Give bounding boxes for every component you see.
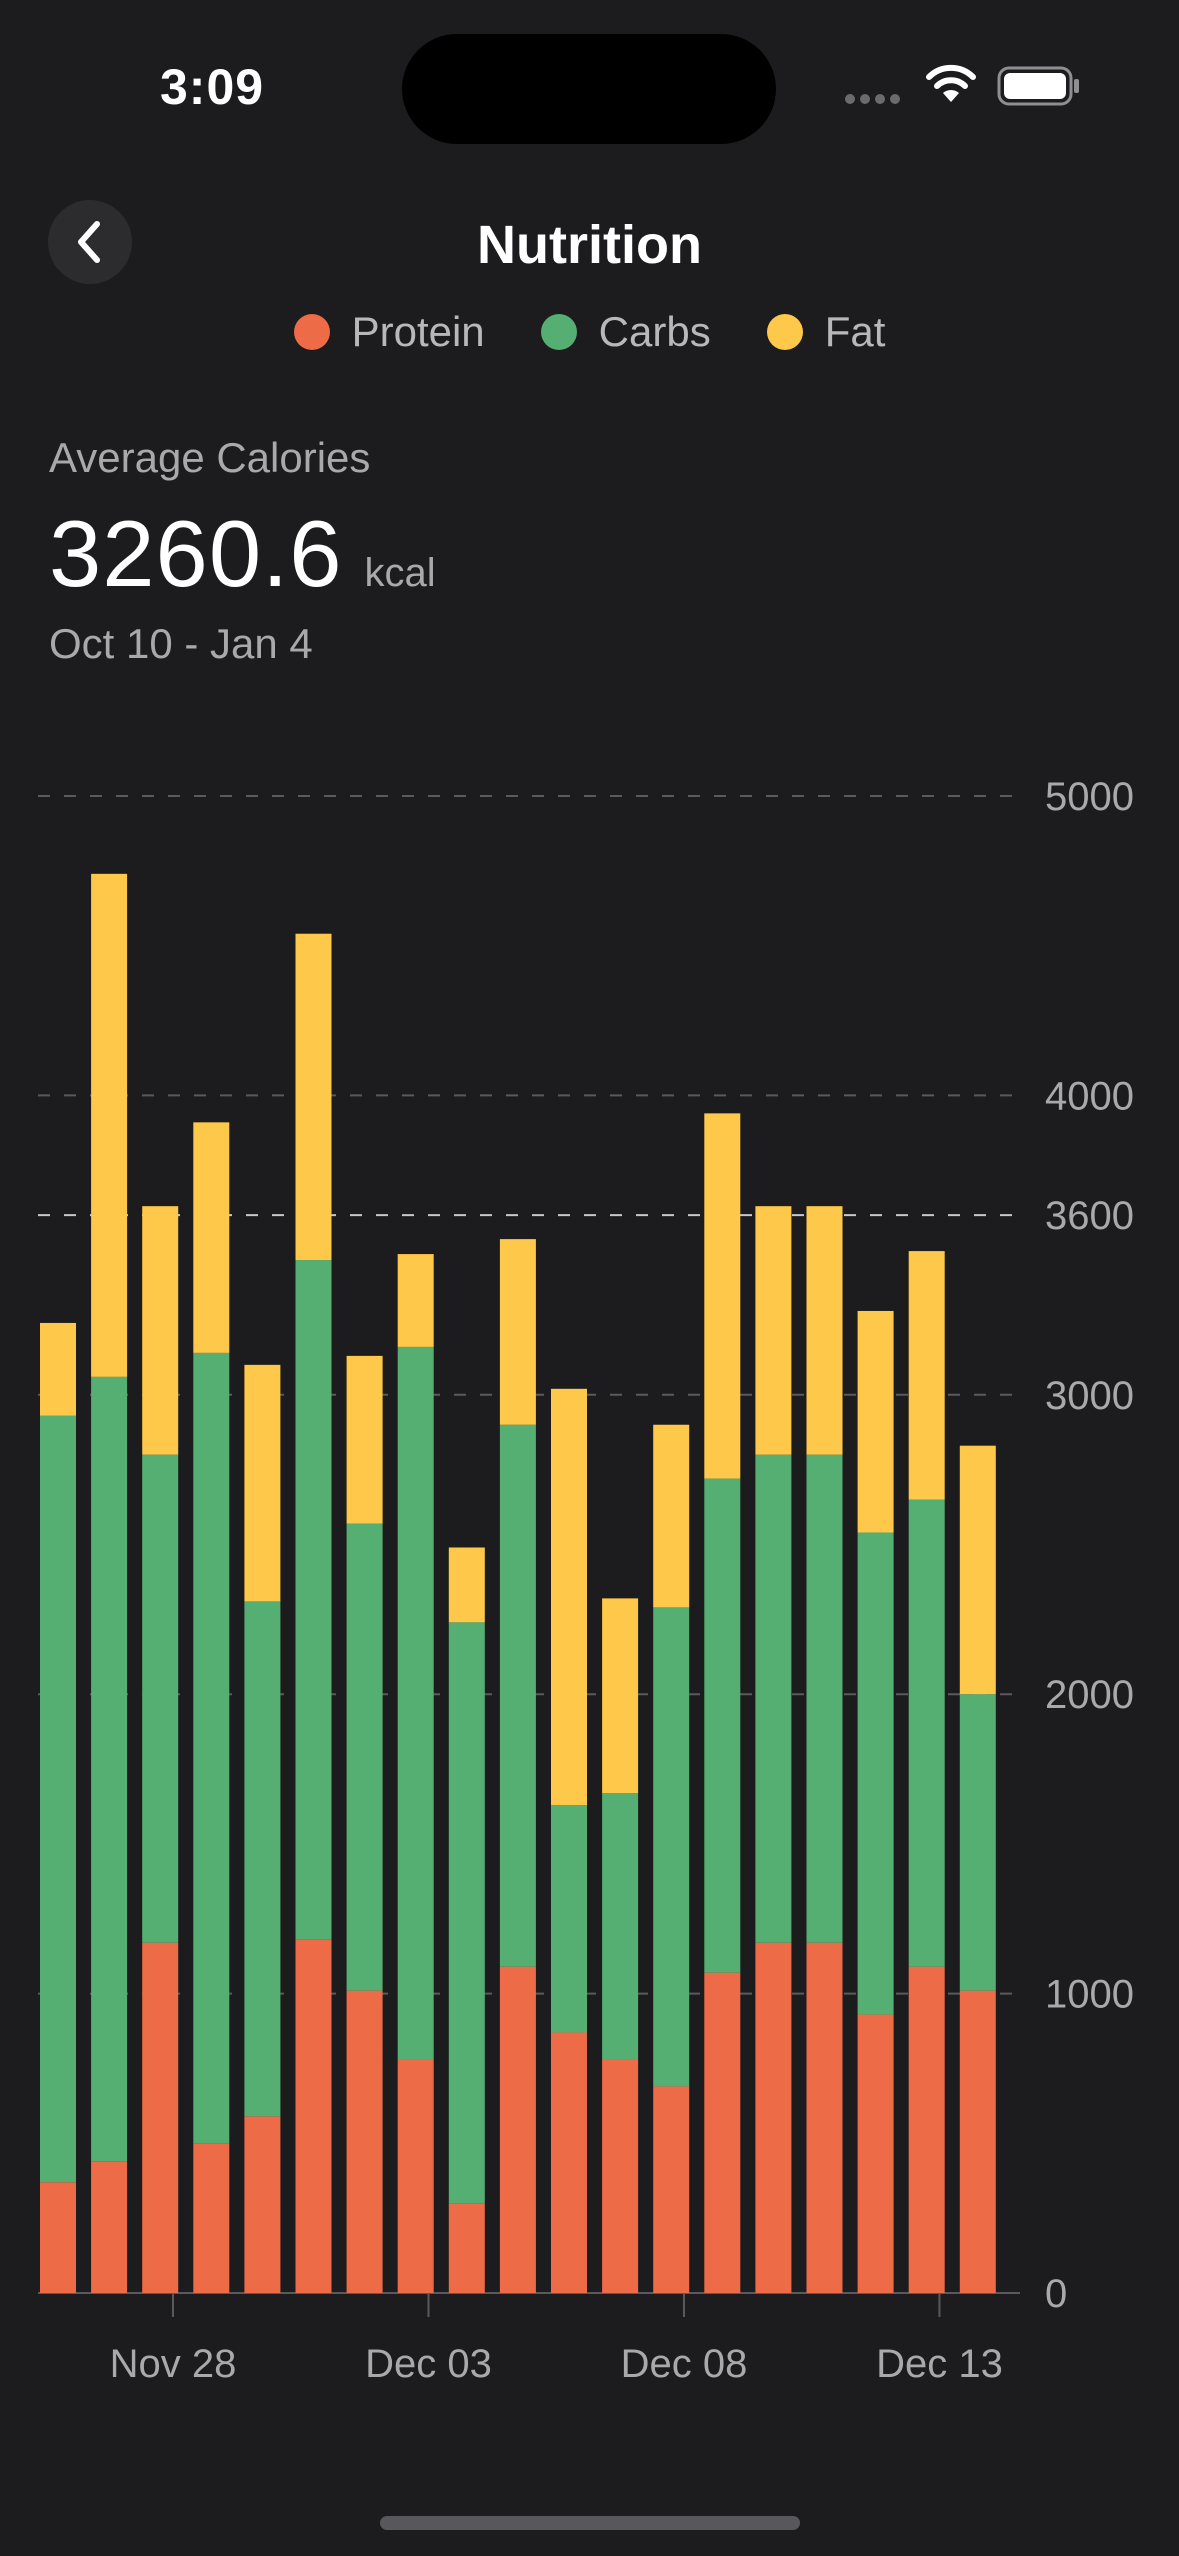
y-tick-label-0: 0 xyxy=(1045,2272,1067,2316)
calories-unit: kcal xyxy=(364,551,436,595)
bar-fat-11 xyxy=(602,1598,639,1794)
bar-fat-18 xyxy=(959,1445,996,1695)
x-tick-label-0: Nov 28 xyxy=(110,2342,237,2386)
bar-carbs-17 xyxy=(908,1499,945,1967)
x-tick-label-2: Dec 08 xyxy=(621,2342,748,2386)
legend-item-fat: Fat xyxy=(766,308,886,356)
bar-carbs-6 xyxy=(346,1523,383,1991)
bar-carbs-2 xyxy=(142,1454,179,1943)
y-tick-label-4000: 4000 xyxy=(1045,1074,1134,1118)
status-bar: 3:09 xyxy=(0,0,1179,170)
bar-fat-8 xyxy=(448,1547,485,1623)
bar-protein-15 xyxy=(806,1942,843,2293)
summary-label: Average Calories xyxy=(49,434,371,481)
bar-fat-1 xyxy=(91,873,128,1377)
back-button[interactable] xyxy=(48,200,132,284)
bar-protein-10 xyxy=(551,2032,587,2293)
bar-fat-7 xyxy=(397,1254,434,1347)
bar-protein-12 xyxy=(653,2086,690,2293)
bar-carbs-8 xyxy=(448,1622,485,2204)
bar-protein-9 xyxy=(499,1966,536,2293)
bar-protein-13 xyxy=(704,1972,741,2293)
y-tick-label-1000: 1000 xyxy=(1045,1973,1134,2017)
bar-carbs-12 xyxy=(653,1607,690,2087)
date-range: Oct 10 - Jan 4 xyxy=(49,620,313,667)
status-time: 3:09 xyxy=(160,59,265,115)
chart-legend: Protein Carbs Fat xyxy=(0,308,1179,356)
legend-dot-fat xyxy=(766,314,803,350)
bar-carbs-0 xyxy=(40,1415,76,2183)
bar-carbs-11 xyxy=(602,1793,639,2060)
bar-protein-1 xyxy=(91,2161,128,2293)
legend-dot-protein xyxy=(293,314,330,350)
bar-carbs-3 xyxy=(193,1352,230,2144)
y-tick-label-3000: 3000 xyxy=(1045,1374,1134,1418)
bar-carbs-15 xyxy=(806,1454,843,1943)
bar-carbs-16 xyxy=(857,1532,894,2015)
bar-fat-4 xyxy=(244,1364,281,1602)
battery-icon xyxy=(997,66,1079,106)
reference-line-label: 3600 xyxy=(1045,1194,1134,1238)
bar-carbs-10 xyxy=(551,1804,587,2033)
y-tick-label-2000: 2000 xyxy=(1045,1673,1134,1717)
wifi-icon xyxy=(926,64,976,102)
bar-fat-9 xyxy=(499,1239,536,1425)
bar-carbs-18 xyxy=(959,1694,996,1991)
bar-fat-17 xyxy=(908,1251,945,1500)
summary-value-row: 3260.6 kcal xyxy=(49,500,436,608)
legend-item-protein: Protein xyxy=(293,308,485,356)
bar-fat-0 xyxy=(40,1322,76,1416)
average-calories-value: 3260.6 xyxy=(49,501,343,606)
bar-fat-5 xyxy=(295,933,332,1261)
bar-protein-18 xyxy=(959,1990,996,2293)
bar-protein-3 xyxy=(193,2143,230,2293)
bar-fat-10 xyxy=(551,1388,587,1805)
bar-protein-5 xyxy=(295,1939,332,2293)
nutrition-stacked-bar-chart: 0 1000 2000 3000 4000 5000 3600 Nov 28 Dec 03 Dec… xyxy=(38,775,1134,2386)
bar-protein-16 xyxy=(857,2014,894,2293)
bar-fat-14 xyxy=(755,1206,792,1455)
bar-carbs-4 xyxy=(244,1601,281,2117)
bar-fat-3 xyxy=(193,1122,230,1353)
bar-protein-6 xyxy=(346,1990,383,2293)
bar-protein-14 xyxy=(755,1942,792,2293)
home-indicator xyxy=(380,2516,800,2530)
bar-fat-6 xyxy=(346,1355,383,1524)
bar-carbs-13 xyxy=(704,1478,741,1973)
dynamic-island xyxy=(402,34,776,144)
bar-protein-7 xyxy=(397,2059,434,2293)
bar-protein-11 xyxy=(602,2059,639,2293)
bar-fat-16 xyxy=(857,1310,894,1533)
bar-protein-8 xyxy=(448,2203,485,2293)
bar-carbs-1 xyxy=(91,1376,128,2162)
bar-protein-0 xyxy=(40,2182,76,2293)
x-tick-label-3: Dec 13 xyxy=(876,2342,1003,2386)
page-title: Nutrition xyxy=(477,215,702,275)
chevron-left-icon xyxy=(78,221,100,263)
bar-fat-15 xyxy=(806,1206,843,1455)
bar-fat-13 xyxy=(704,1113,741,1479)
bar-carbs-14 xyxy=(755,1454,792,1943)
legend-label-carbs: Carbs xyxy=(598,308,711,355)
legend-item-carbs: Carbs xyxy=(540,308,711,356)
y-tick-label-5000: 5000 xyxy=(1045,775,1134,819)
bar-protein-4 xyxy=(244,2116,281,2293)
legend-dot-carbs xyxy=(540,314,577,350)
legend-label-fat: Fat xyxy=(824,308,886,355)
cellular-signal-icon xyxy=(845,94,900,104)
bar-protein-2 xyxy=(142,1942,179,2293)
bar-carbs-9 xyxy=(499,1424,536,1967)
legend-label-protein: Protein xyxy=(351,308,485,355)
bar-carbs-5 xyxy=(295,1260,332,1940)
bar-fat-2 xyxy=(142,1206,179,1455)
bar-carbs-7 xyxy=(397,1346,434,2060)
bar-fat-12 xyxy=(653,1424,690,1608)
bar-protein-17 xyxy=(908,1966,945,2293)
x-tick-label-1: Dec 03 xyxy=(365,2342,492,2386)
